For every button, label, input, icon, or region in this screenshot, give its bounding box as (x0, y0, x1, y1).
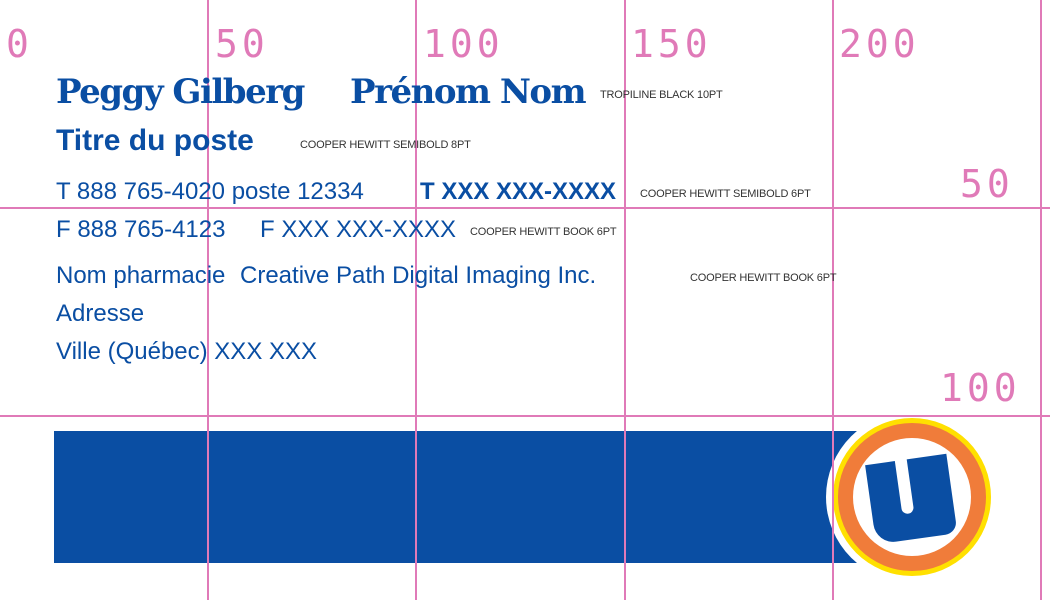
fax-placeholder-text: F XXX XXX-XXXX (260, 216, 457, 243)
title-spec: COOPER HEWITT SEMIBOLD 8PT (300, 139, 471, 151)
grid-label-x: 200 (839, 22, 920, 66)
grid-label-x: 150 (631, 22, 712, 66)
fax-spec: COOPER HEWITT BOOK 6PT (470, 226, 617, 238)
grid-label-x: 0 (6, 22, 33, 66)
phone-placeholder-text: T XXX XXX-XXXX (420, 178, 617, 205)
city-text: Ville (Québec) XXX XXX (56, 338, 318, 365)
grid-line (1040, 0, 1042, 600)
job-title: Titre du poste (56, 124, 254, 157)
grid-label-x: 50 (215, 22, 269, 66)
company-text: Creative Path Digital Imaging Inc. (240, 262, 597, 289)
grid-line (832, 0, 834, 600)
fax-text: F 888 765-4123 (56, 216, 226, 243)
grid-line (415, 0, 417, 600)
company-placeholder-text: Nom pharmacie (56, 262, 226, 289)
address-text: Adresse (56, 300, 145, 327)
grid-line (624, 0, 626, 600)
name-spec: TROPILINE BLACK 10PT (600, 89, 723, 101)
company-spec: COOPER HEWITT BOOK 6PT (690, 272, 837, 284)
u-logo-icon (826, 411, 998, 583)
grid-label-y: 100 (940, 366, 1021, 410)
phone-text: T 888 765-4020 poste 12334 (56, 178, 364, 205)
grid-line (0, 207, 1050, 209)
grid-line (207, 0, 209, 600)
grid-label-x: 100 (423, 22, 504, 66)
name-placeholder-text: Prénom Nom (350, 72, 587, 112)
name-text: Peggy Gilberg (56, 72, 305, 112)
brand-bar (54, 431, 870, 563)
grid-line (0, 415, 1050, 417)
grid-label-y: 50 (960, 162, 1014, 206)
phone-spec: COOPER HEWITT SEMIBOLD 6PT (640, 188, 811, 200)
